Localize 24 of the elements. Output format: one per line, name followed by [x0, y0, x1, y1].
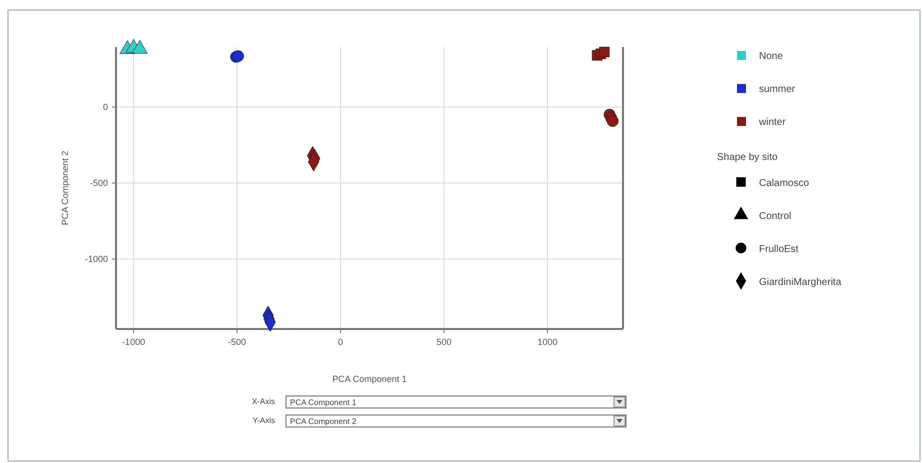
point [606, 115, 619, 127]
y-tick-label: 0 [102, 102, 108, 112]
x-tick-label: 1000 [537, 337, 558, 347]
y-tick-label: -1000 [84, 254, 108, 264]
x-tick-label: 500 [436, 337, 452, 347]
legend-label: None [759, 51, 784, 62]
x-tick-label: 0 [338, 337, 344, 347]
legend-label: FrulloEst [759, 244, 799, 255]
legend-label: Calamosco [759, 178, 810, 189]
legend-label: Control [759, 211, 792, 222]
text: Y-Axis [252, 416, 275, 425]
x-axis-title: PCA Component 1 [332, 374, 407, 384]
x-tick-label: -500 [228, 337, 246, 347]
text: PCA Component 2 [290, 417, 357, 426]
text: PCA Component 1 [290, 398, 357, 407]
y-axis-title: PCA Component 2 [60, 150, 70, 226]
x-tick-label: -1000 [122, 337, 146, 347]
legend-label: GiardiniMargherita [759, 277, 842, 288]
text: X-Axis [252, 397, 275, 406]
y-tick-label: -500 [90, 178, 108, 188]
legend-label: summer [759, 84, 796, 95]
point [599, 46, 610, 58]
legend-title: Shape by sito [717, 152, 778, 163]
legend-label: winter [758, 117, 786, 128]
